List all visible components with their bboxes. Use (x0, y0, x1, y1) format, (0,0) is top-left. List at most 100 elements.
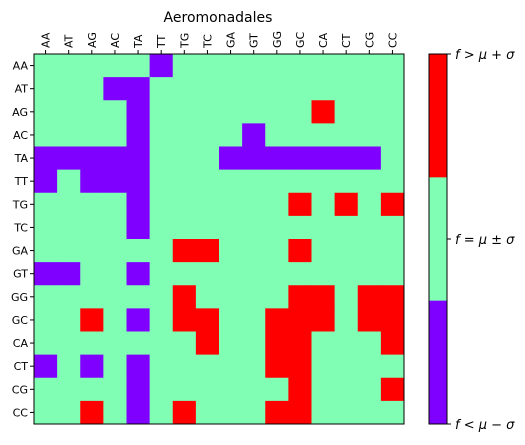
heatmap-cell (219, 377, 243, 402)
heatmap-cell (126, 100, 151, 124)
heatmap-cell (126, 54, 151, 78)
heatmap-cell (34, 100, 58, 124)
heatmap-cell (34, 354, 58, 379)
heatmap-cell (219, 169, 243, 194)
heatmap-cell (126, 192, 151, 217)
heatmap-cell (380, 169, 405, 194)
heatmap-cell (172, 331, 197, 356)
heatmap-cell (80, 192, 104, 217)
heatmap-cell (334, 308, 359, 332)
heatmap-cell (57, 262, 81, 286)
heatmap-cell (311, 354, 336, 379)
heatmap-cell (80, 262, 104, 286)
heatmap-cell (149, 262, 174, 286)
heatmap-cell (195, 192, 220, 217)
heatmap-cell (80, 400, 104, 425)
heatmap-cell (219, 331, 243, 356)
heatmap-cell (242, 192, 266, 217)
heatmap-cell (219, 285, 243, 309)
heatmap-cell (311, 77, 336, 101)
y-tick-label: CT (14, 360, 29, 373)
heatmap-cell (172, 146, 197, 171)
heatmap-cell (311, 400, 336, 425)
heatmap-cell (242, 285, 266, 309)
heatmap-cell (357, 192, 382, 217)
heatmap-cell (34, 308, 58, 332)
heatmap-cell (80, 308, 104, 332)
heatmap-cell (103, 285, 127, 309)
heatmap-cell (242, 215, 266, 240)
heatmap-cell (265, 354, 289, 379)
heatmap-cell (357, 146, 382, 171)
heatmap-cell (195, 54, 220, 78)
heatmap-cell (334, 262, 359, 286)
heatmap-cell (311, 285, 336, 309)
y-tick-label: AC (13, 129, 28, 142)
heatmap-cell (219, 239, 243, 263)
heatmap-cell (149, 331, 174, 356)
heatmap-cell (265, 123, 289, 147)
heatmap-cell (357, 123, 382, 147)
heatmap-cell (380, 331, 405, 356)
x-tick-labels: AA AT AG AC TA TT TG TC GA GT GG GC CA CT CG CC (40, 31, 399, 54)
y-tick-label: AA (13, 60, 29, 73)
heatmap-cell (126, 123, 151, 147)
heatmap-cell (80, 377, 104, 402)
heatmap-cell (34, 262, 58, 286)
heatmap-cell (57, 285, 81, 309)
heatmap-cell (334, 146, 359, 171)
heatmap-cell (265, 239, 289, 263)
colorbar-tick-label: f = μ ± σ (455, 233, 515, 248)
heatmap-cell (242, 308, 266, 332)
heatmap-cell (126, 331, 151, 356)
heatmap-cell (311, 146, 336, 171)
heatmap-cell (172, 77, 197, 101)
heatmap-cell (242, 262, 266, 286)
heatmap-cell (380, 192, 405, 217)
heatmap-cell (195, 100, 220, 124)
colorbar-tick-label: f < μ − σ (455, 418, 515, 433)
heatmap-cell (172, 262, 197, 286)
heatmap-cell (334, 215, 359, 240)
heatmap-cell (57, 400, 81, 425)
heatmap-cell (126, 77, 151, 101)
heatmap-cell (34, 239, 58, 263)
heatmap-cell (126, 285, 151, 309)
heatmap-cell (103, 169, 127, 194)
heatmap-cell (80, 123, 104, 147)
heatmap-cell (149, 100, 174, 124)
x-tick-label: GT (248, 33, 261, 48)
heatmap-cell (380, 285, 405, 309)
heatmap-cell (334, 400, 359, 425)
heatmap-cell (80, 146, 104, 171)
heatmap-cell (195, 146, 220, 171)
heatmap-cell (334, 239, 359, 263)
heatmap-cell (334, 331, 359, 356)
heatmap-cell (380, 354, 405, 379)
heatmap-cell (57, 146, 81, 171)
heatmap-cell (172, 215, 197, 240)
heatmap-cell (126, 400, 151, 425)
heatmap-cell (172, 377, 197, 402)
colorbar-tick-label: f > μ + σ (455, 48, 515, 63)
heatmap-cell (149, 354, 174, 379)
y-tick-label: GC (12, 314, 29, 327)
heatmap-cell (357, 100, 382, 124)
heatmap-cell (288, 262, 312, 286)
y-tick-labels: AA AT AG AC TA TT TG TC GA GT GG GC CA CT CG CC (11, 60, 34, 419)
heatmap-cell (288, 123, 312, 147)
heatmap-cell (34, 77, 58, 101)
heatmap-cell (265, 377, 289, 402)
heatmap-cell (149, 215, 174, 240)
heatmap-cell (80, 54, 104, 78)
heatmap-cell (34, 215, 58, 240)
y-tick-label: CC (13, 406, 29, 419)
x-tick-label: AT (63, 34, 76, 48)
heatmap-cell (334, 169, 359, 194)
heatmap-cell (80, 331, 104, 356)
heatmap-cell (219, 262, 243, 286)
heatmap-cell (34, 123, 58, 147)
heatmap-cell (149, 400, 174, 425)
heatmap-cell (103, 123, 127, 147)
heatmap-cell (195, 239, 220, 263)
